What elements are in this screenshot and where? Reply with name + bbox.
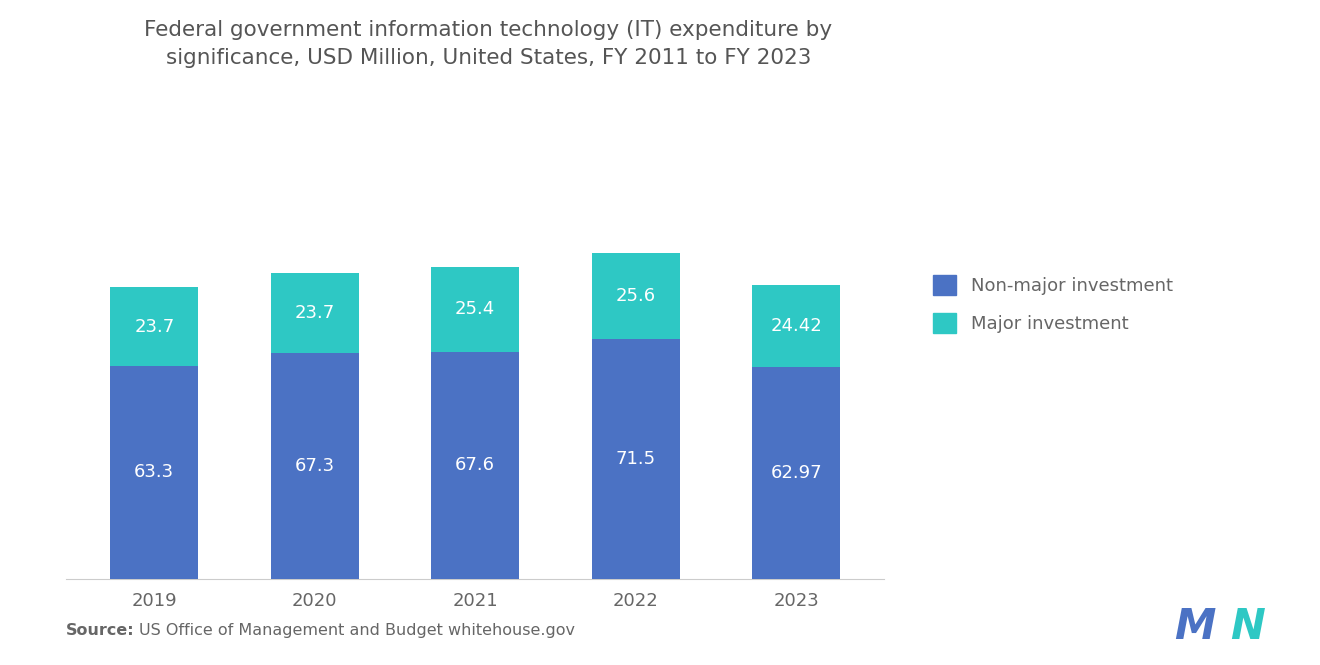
Text: Federal government information technology (IT) expenditure by
significance, USD : Federal government information technolog… — [144, 20, 833, 68]
Text: 67.3: 67.3 — [294, 457, 335, 475]
Bar — [110, 366, 198, 579]
Bar — [271, 273, 359, 353]
Text: 23.7: 23.7 — [135, 317, 174, 336]
Legend: Non-major investment, Major investment: Non-major investment, Major investment — [933, 275, 1173, 333]
Text: 25.4: 25.4 — [455, 300, 495, 319]
Text: 24.42: 24.42 — [771, 317, 822, 335]
Bar — [591, 338, 680, 579]
Text: Source:: Source: — [66, 623, 135, 638]
Bar — [432, 267, 519, 352]
Text: 25.6: 25.6 — [615, 287, 656, 305]
Text: 23.7: 23.7 — [294, 304, 335, 322]
Bar — [432, 352, 519, 579]
Bar — [752, 285, 841, 367]
Text: 63.3: 63.3 — [135, 464, 174, 481]
Bar — [110, 287, 198, 366]
Bar — [271, 353, 359, 579]
Text: N: N — [1230, 606, 1265, 648]
Text: 67.6: 67.6 — [455, 456, 495, 474]
Bar — [752, 367, 841, 579]
Text: M: M — [1173, 606, 1216, 648]
Text: 71.5: 71.5 — [615, 450, 656, 467]
Text: US Office of Management and Budget whitehouse.gov: US Office of Management and Budget white… — [139, 623, 574, 638]
Bar — [591, 253, 680, 338]
Text: 62.97: 62.97 — [771, 464, 822, 482]
